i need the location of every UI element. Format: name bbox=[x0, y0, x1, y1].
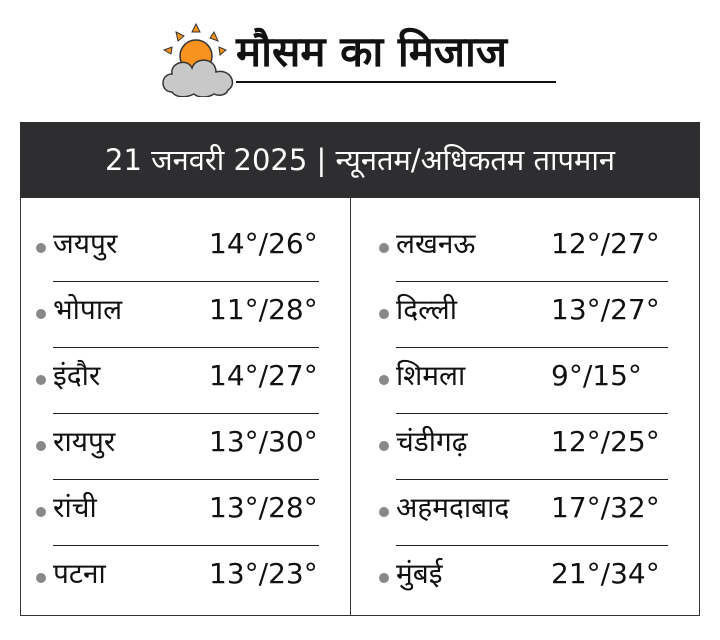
row-separator bbox=[396, 347, 668, 348]
bullet-icon bbox=[36, 573, 46, 583]
city-name: रायपुर bbox=[53, 425, 116, 458]
page-title: मौसम का मिजाज bbox=[236, 27, 508, 76]
temperature-range: 17°/32° bbox=[551, 491, 660, 524]
temperature-range: 12°/25° bbox=[551, 425, 660, 458]
row-separator bbox=[53, 545, 319, 546]
city-name: अहमदाबाद bbox=[396, 491, 510, 524]
row-separator bbox=[396, 545, 668, 546]
city-name: रांची bbox=[53, 491, 97, 524]
bullet-icon bbox=[379, 507, 389, 517]
city-name: चंडीगढ़ bbox=[396, 425, 468, 458]
city-name: दिल्ली bbox=[396, 293, 457, 326]
row-separator bbox=[396, 281, 668, 282]
city-name: इंदौर bbox=[53, 359, 101, 392]
row-separator bbox=[396, 479, 668, 480]
bullet-icon bbox=[379, 573, 389, 583]
bullet-icon bbox=[36, 243, 46, 253]
date-banner: 21 जनवरी 2025 | न्यूनतम/अधिकतम तापमान bbox=[20, 122, 700, 198]
temperature-range: 13°/23° bbox=[209, 557, 318, 590]
bullet-icon bbox=[379, 441, 389, 451]
temperature-range: 13°/30° bbox=[209, 425, 318, 458]
temperature-range: 14°/27° bbox=[209, 359, 318, 392]
city-name: पटना bbox=[53, 557, 106, 590]
temperature-range: 13°/28° bbox=[209, 491, 318, 524]
temperature-table: जयपुर 14°/26° भोपाल 11°/28° इंदौर 14°/27° रायप… bbox=[20, 198, 700, 616]
bullet-icon bbox=[36, 375, 46, 385]
row-separator bbox=[53, 281, 319, 282]
temperature-range: 11°/28° bbox=[209, 293, 318, 326]
bullet-icon bbox=[379, 309, 389, 319]
bullet-icon bbox=[379, 243, 389, 253]
row-separator bbox=[53, 479, 319, 480]
city-name: भोपाल bbox=[53, 293, 123, 326]
temperature-range: 21°/34° bbox=[551, 557, 660, 590]
sun-behind-cloud-icon bbox=[162, 22, 234, 97]
column-divider bbox=[350, 198, 351, 615]
bullet-icon bbox=[36, 441, 46, 451]
temperature-range: 14°/26° bbox=[209, 227, 318, 260]
city-name: लखनऊ bbox=[396, 227, 476, 260]
temperature-range: 9°/15° bbox=[551, 359, 642, 392]
temperature-range: 13°/27° bbox=[551, 293, 660, 326]
city-name: मुंबई bbox=[396, 557, 443, 590]
bullet-icon bbox=[36, 507, 46, 517]
city-name: जयपुर bbox=[53, 227, 118, 260]
temperature-range: 12°/27° bbox=[551, 227, 660, 260]
row-separator bbox=[396, 413, 668, 414]
city-name: शिमला bbox=[396, 359, 466, 392]
title-underline bbox=[236, 81, 556, 83]
row-separator bbox=[53, 413, 319, 414]
bullet-icon bbox=[36, 309, 46, 319]
bullet-icon bbox=[379, 375, 389, 385]
row-separator bbox=[53, 347, 319, 348]
